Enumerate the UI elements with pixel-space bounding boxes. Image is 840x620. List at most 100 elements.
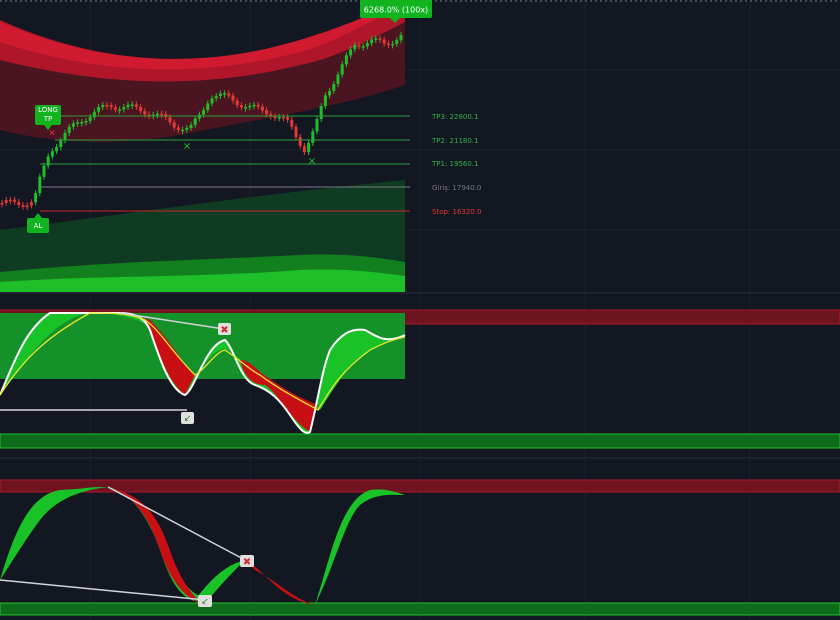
candle-body bbox=[189, 124, 193, 128]
candle-body bbox=[134, 104, 138, 108]
candle-body bbox=[181, 129, 185, 132]
candle-body bbox=[265, 110, 269, 115]
candle-body bbox=[273, 116, 277, 118]
candle-body bbox=[235, 100, 239, 106]
candle-body bbox=[92, 111, 96, 118]
candle-body bbox=[315, 119, 319, 132]
candle-body bbox=[38, 176, 42, 194]
candle-body bbox=[319, 106, 323, 120]
red-band-inner bbox=[0, 0, 405, 70]
candle-body bbox=[244, 107, 248, 109]
candle-body bbox=[391, 43, 395, 46]
short-tp-text: 6268.0% (100x) bbox=[364, 6, 428, 15]
candle-body bbox=[210, 98, 214, 104]
candle-body bbox=[197, 114, 201, 119]
candle-body bbox=[160, 113, 164, 116]
candle-body bbox=[307, 142, 311, 153]
candle-body bbox=[277, 116, 281, 119]
candle-body bbox=[67, 126, 71, 133]
candle-body bbox=[382, 39, 386, 44]
green-band-inner bbox=[0, 269, 405, 292]
candle-body bbox=[42, 165, 46, 177]
candle-body bbox=[126, 104, 130, 108]
candle-body bbox=[202, 109, 206, 115]
divergence-line bbox=[119, 312, 225, 330]
candle-body bbox=[340, 64, 344, 75]
candles bbox=[0, 32, 403, 210]
sell-marker bbox=[218, 323, 231, 335]
level-label: TP2: 21180.1 bbox=[431, 137, 478, 145]
candle-body bbox=[34, 193, 38, 203]
buy-text: AL bbox=[34, 222, 43, 230]
candle-body bbox=[256, 104, 260, 107]
candle-body bbox=[143, 111, 147, 115]
sell-marker bbox=[240, 555, 254, 567]
buy-icon: ↙ bbox=[201, 597, 209, 607]
candle-body bbox=[227, 93, 231, 96]
candle-body bbox=[294, 126, 298, 138]
candle-body bbox=[399, 35, 403, 41]
wave-green bbox=[0, 487, 108, 580]
candle-body bbox=[323, 95, 327, 107]
overbought-zone bbox=[0, 479, 840, 493]
sell-icon: ✖ bbox=[243, 557, 251, 568]
buy-icon: ↙ bbox=[184, 414, 192, 424]
candle-body bbox=[63, 132, 67, 141]
candle-body bbox=[105, 104, 109, 107]
osc-red bbox=[145, 318, 318, 432]
candle-body bbox=[239, 105, 243, 108]
candle-body bbox=[0, 202, 4, 205]
candle-body bbox=[281, 116, 285, 119]
candle-body bbox=[59, 140, 63, 148]
candle-body bbox=[328, 90, 332, 96]
candle-body bbox=[349, 49, 353, 56]
candle-body bbox=[122, 107, 126, 110]
oversold-zone bbox=[0, 602, 840, 616]
candle-body bbox=[269, 114, 273, 117]
level-label: Stop: 16320.0 bbox=[432, 208, 481, 216]
candle-body bbox=[168, 117, 172, 123]
candle-body bbox=[8, 199, 12, 202]
long-tp-badge bbox=[35, 105, 61, 125]
candle-body bbox=[76, 122, 80, 124]
candle-body bbox=[50, 151, 54, 157]
candle-body bbox=[353, 45, 357, 50]
candle-body bbox=[370, 39, 374, 44]
candle-body bbox=[286, 117, 290, 120]
candle-body bbox=[357, 45, 361, 47]
candle-body bbox=[118, 109, 122, 112]
candle-body bbox=[374, 38, 378, 40]
cross: × bbox=[183, 141, 191, 152]
candle-body bbox=[155, 113, 159, 116]
candle-body bbox=[395, 40, 399, 44]
candle-body bbox=[21, 204, 25, 207]
candle-body bbox=[84, 120, 88, 123]
candle-body bbox=[25, 205, 29, 207]
candle-body bbox=[214, 96, 218, 99]
long-tp-text: TP bbox=[43, 115, 53, 123]
candle-body bbox=[29, 202, 33, 206]
candle-body bbox=[344, 55, 348, 65]
candle-body bbox=[311, 131, 315, 143]
buy-marker bbox=[181, 412, 194, 424]
candle-body bbox=[17, 201, 21, 205]
level-label: Giriş: 17940.0 bbox=[432, 184, 481, 192]
short-tp-badge bbox=[360, 0, 432, 18]
candle-body bbox=[386, 43, 390, 46]
candle-body bbox=[290, 119, 294, 127]
candle-body bbox=[147, 114, 151, 117]
wave-green bbox=[315, 489, 405, 605]
candle-body bbox=[88, 117, 92, 121]
candle-body bbox=[260, 106, 264, 111]
candle-body bbox=[332, 84, 336, 91]
cross: × bbox=[48, 129, 56, 139]
candle-body bbox=[172, 122, 176, 128]
candle-body bbox=[4, 200, 8, 203]
candle-body bbox=[101, 104, 105, 108]
candle-body bbox=[185, 127, 189, 130]
signal-line bbox=[0, 312, 406, 411]
candle-body bbox=[176, 127, 180, 131]
candle-body bbox=[139, 107, 143, 112]
candle-body bbox=[231, 95, 235, 101]
